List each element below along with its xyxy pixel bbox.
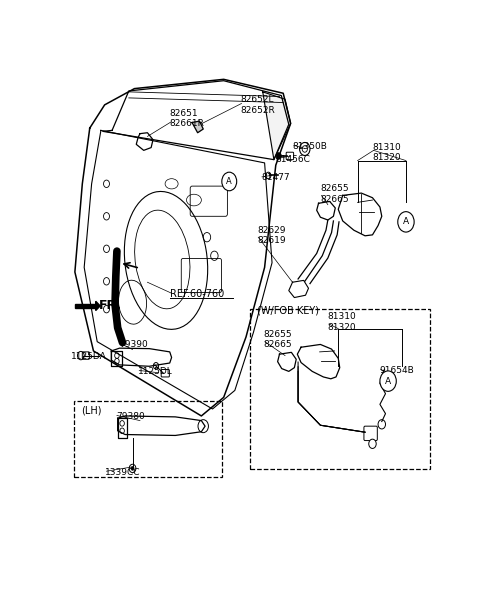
Text: 1339CC: 1339CC	[106, 468, 141, 477]
Text: 79380: 79380	[116, 412, 144, 421]
Circle shape	[369, 439, 376, 449]
Text: A: A	[403, 217, 409, 226]
Polygon shape	[297, 344, 340, 379]
Text: 1125DA: 1125DA	[71, 352, 107, 361]
Circle shape	[398, 212, 414, 232]
Text: 79390: 79390	[120, 341, 148, 349]
Polygon shape	[118, 418, 127, 438]
Text: (LH): (LH)	[82, 405, 102, 415]
Text: 82629
82619: 82629 82619	[257, 226, 286, 245]
Circle shape	[276, 153, 281, 159]
Circle shape	[222, 172, 237, 191]
Text: 82655
82665: 82655 82665	[264, 330, 292, 349]
Text: 81456C: 81456C	[276, 155, 311, 163]
Polygon shape	[289, 280, 309, 297]
Text: REF.60-760: REF.60-760	[170, 289, 224, 299]
Circle shape	[131, 467, 134, 470]
Polygon shape	[277, 352, 296, 371]
Text: FR.: FR.	[99, 300, 122, 312]
Polygon shape	[118, 416, 205, 435]
Text: 81350B: 81350B	[292, 142, 327, 151]
Text: 81310
81320: 81310 81320	[372, 143, 401, 162]
Text: 81477: 81477	[261, 173, 289, 182]
Text: 82652L
82652R: 82652L 82652R	[240, 95, 275, 115]
Text: A: A	[227, 177, 232, 186]
Circle shape	[198, 420, 208, 433]
Polygon shape	[338, 193, 382, 236]
Text: (W/FOB KEY): (W/FOB KEY)	[257, 306, 319, 315]
FancyBboxPatch shape	[364, 426, 377, 441]
Circle shape	[380, 371, 396, 391]
Text: 82655
82665: 82655 82665	[321, 185, 349, 204]
Polygon shape	[111, 348, 172, 366]
Text: 81310
81320: 81310 81320	[328, 312, 357, 332]
Polygon shape	[317, 201, 335, 220]
Circle shape	[378, 420, 385, 429]
Polygon shape	[192, 121, 203, 133]
Polygon shape	[263, 92, 290, 160]
Polygon shape	[96, 302, 100, 311]
Text: 91654B: 91654B	[379, 366, 414, 375]
Text: A: A	[385, 377, 391, 386]
Bar	[74, 400, 222, 477]
Text: 1125DL: 1125DL	[138, 367, 173, 376]
Circle shape	[300, 142, 310, 156]
Text: 82651
82661R: 82651 82661R	[170, 109, 204, 128]
Bar	[250, 309, 430, 469]
Polygon shape	[75, 303, 96, 308]
